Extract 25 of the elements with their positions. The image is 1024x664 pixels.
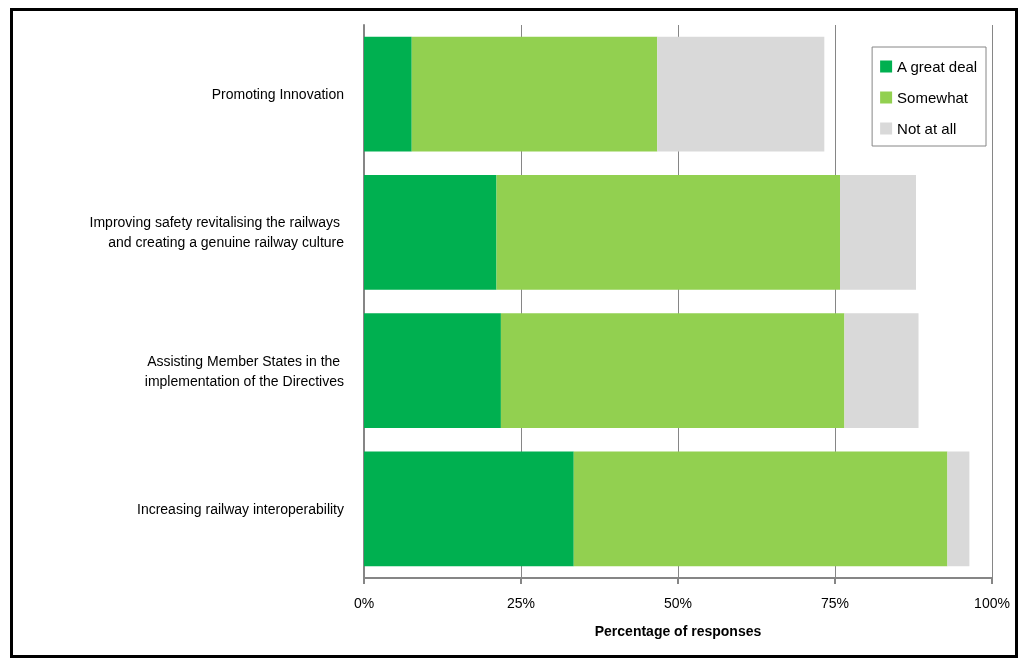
bar: [500, 313, 845, 428]
bar: [947, 451, 970, 567]
bar: [844, 313, 919, 428]
x-tick-label: 100%: [974, 595, 1010, 611]
x-tick-label: 25%: [506, 595, 536, 611]
x-tick-label: 75%: [820, 595, 850, 611]
bar: [364, 313, 501, 428]
bar: [657, 36, 825, 152]
bar: [573, 451, 948, 567]
bar: [411, 36, 658, 152]
x-tick-label: 0%: [353, 595, 375, 611]
y-tick-label: Increasing railway interoperability: [137, 500, 344, 517]
bar: [840, 175, 917, 290]
y-tick-label: Assisting Member States in the implementation of the Directives: [144, 352, 344, 389]
bar: [364, 175, 497, 290]
legend-label: A great deal: [897, 58, 978, 75]
y-tick-label: Improving safety revitalising the railways and creating a genuine railway culture: [89, 214, 345, 251]
legend-label: Not at all: [897, 120, 957, 137]
bar: [496, 175, 841, 290]
bar: [364, 451, 574, 567]
y-tick-label: Promoting Innovation: [211, 86, 344, 103]
bar: [364, 36, 412, 152]
x-axis-title: Percentage of responses: [594, 623, 762, 639]
legend-label: Somewhat: [897, 89, 969, 106]
x-tick-label: 50%: [663, 595, 693, 611]
